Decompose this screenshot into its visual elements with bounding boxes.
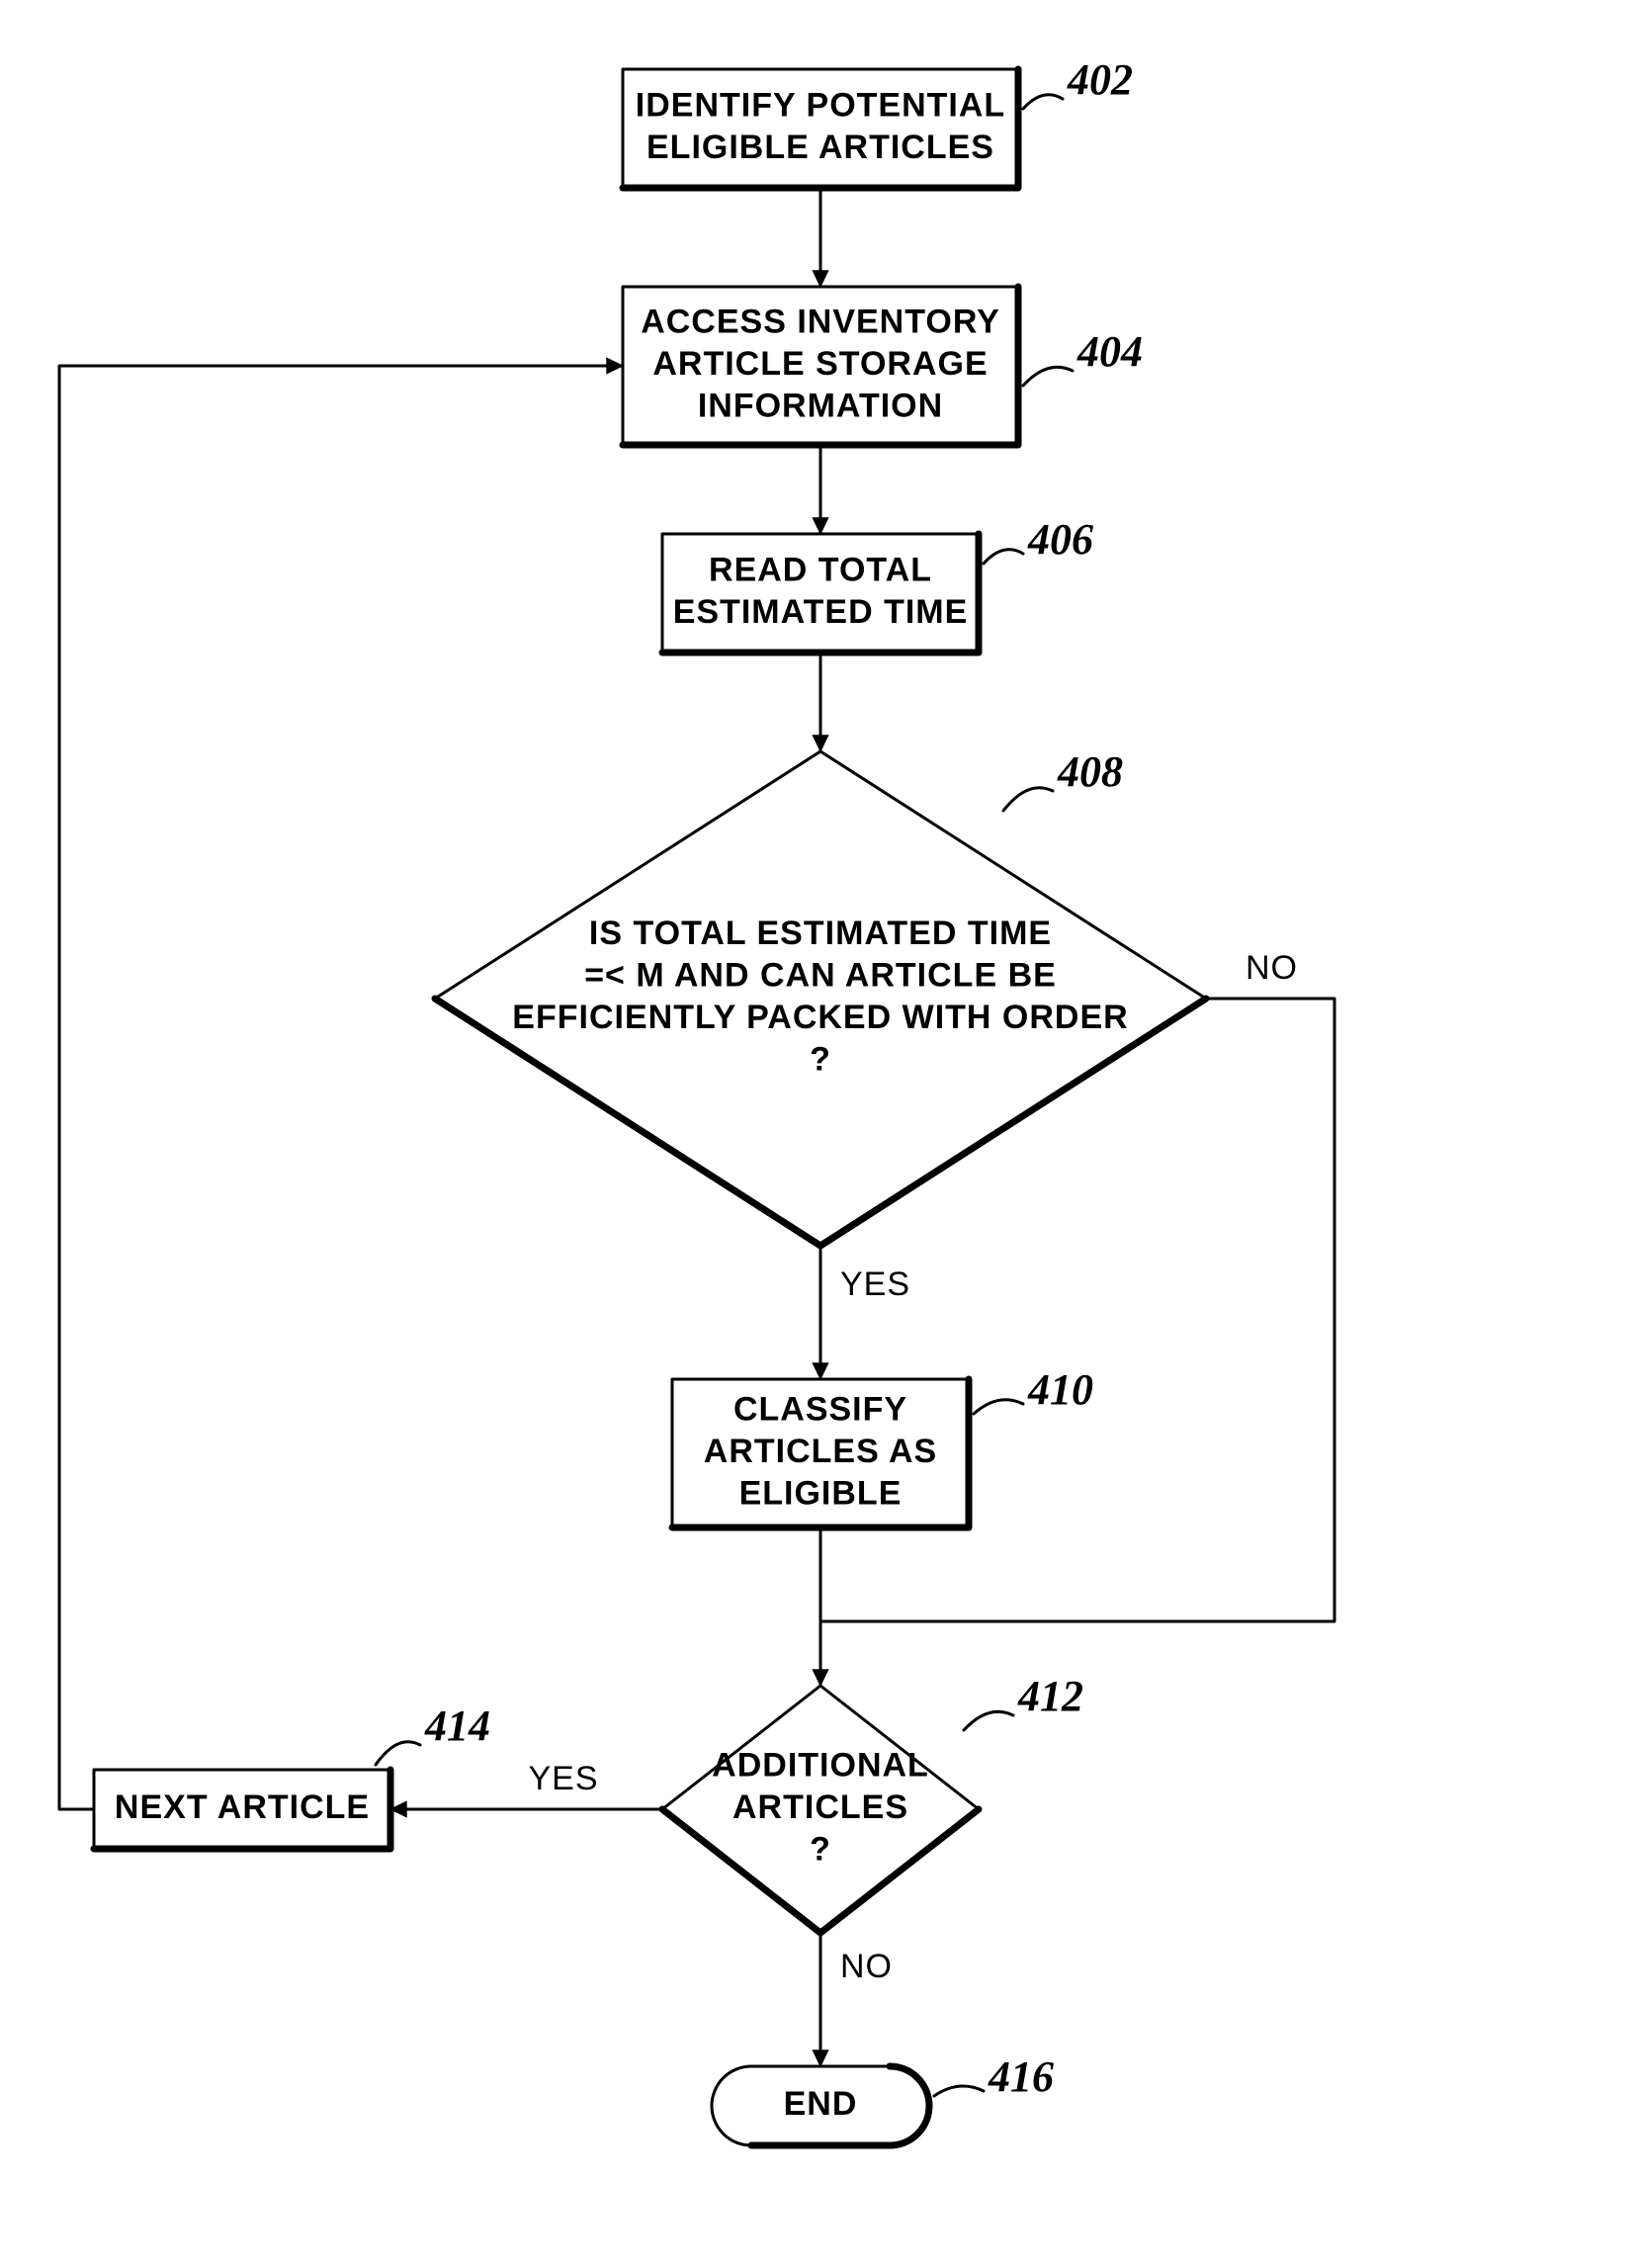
node-label: ESTIMATED TIME: [673, 593, 969, 631]
node-label: INFORMATION: [698, 387, 943, 424]
ref-leader: [934, 2086, 984, 2096]
node-label: ADDITIONAL: [712, 1746, 929, 1784]
flow-edge: [59, 366, 623, 1809]
arrowhead: [813, 518, 828, 534]
ref-number: 410: [1027, 1365, 1093, 1414]
ref-number: 404: [1076, 327, 1143, 376]
arrowhead: [813, 271, 828, 287]
arrowhead: [813, 2050, 828, 2066]
node-label: IDENTIFY POTENTIAL: [636, 87, 1005, 125]
flowchart-node-n404: ACCESS INVENTORY ARTICLE STORAGE INFORMATI…: [623, 287, 1143, 445]
edge-label: NO: [1246, 949, 1298, 987]
node-label: READ TOTAL: [709, 552, 932, 589]
ref-leader: [1023, 95, 1063, 109]
ref-number: 402: [1067, 55, 1133, 104]
ref-number: 406: [1027, 515, 1093, 564]
node-label: ?: [810, 1041, 831, 1079]
node-label: =< M AND CAN ARTICLE BE: [584, 957, 1057, 995]
arrowhead: [813, 736, 828, 751]
ref-number: 416: [988, 2052, 1054, 2101]
node-label: NEXT ARTICLE: [115, 1788, 370, 1826]
node-label: ARTICLE STORAGE: [652, 345, 988, 383]
ref-leader: [964, 1711, 1013, 1730]
edge-label: YES: [840, 1265, 910, 1303]
flowchart-node-n406: READ TOTAL ESTIMATED TIME 406: [662, 515, 1093, 653]
node-label: CLASSIFY: [733, 1390, 907, 1428]
ref-leader: [376, 1742, 420, 1765]
flowchart-node-n402: IDENTIFY POTENTIAL ELIGIBLE ARTICLES 402: [623, 55, 1133, 188]
flowchart-node-n412: ADDITIONAL ARTICLES? 412: [662, 1672, 1083, 1933]
ref-leader: [1023, 367, 1073, 386]
node-label: EFFICIENTLY PACKED WITH ORDER: [512, 999, 1128, 1036]
ref-number: 414: [424, 1701, 490, 1750]
flowchart-node-n410: CLASSIFY ARTICLES AS ELIGIBLE 410: [672, 1365, 1093, 1527]
ref-number: 408: [1057, 747, 1123, 796]
edge-label: NO: [840, 1948, 893, 1985]
arrowhead: [813, 1670, 828, 1686]
ref-number: 412: [1017, 1672, 1083, 1720]
flowchart-node-n414: NEXT ARTICLE 414: [94, 1701, 490, 1849]
ref-leader: [974, 1400, 1023, 1414]
node-label: ?: [810, 1830, 831, 1868]
node-label: ELIGIBLE: [739, 1474, 903, 1512]
node-label: ELIGIBLE ARTICLES: [646, 129, 994, 166]
flowchart-node-n408: IS TOTAL ESTIMATED TIME =< M AND CAN ARTI…: [435, 747, 1206, 1246]
flowchart-node-n416: END 416: [712, 2052, 1054, 2145]
node-label: IS TOTAL ESTIMATED TIME: [589, 915, 1052, 952]
node-label: END: [784, 2085, 858, 2123]
arrowhead: [607, 358, 623, 374]
edge-label: YES: [528, 1760, 598, 1797]
node-label: ACCESS INVENTORY: [641, 303, 1000, 340]
ref-leader: [984, 550, 1023, 564]
node-label: ARTICLES: [732, 1788, 908, 1826]
node-label: ARTICLES AS: [704, 1433, 937, 1470]
flowchart-diagram: YES NO NO YES IDENTIFY POTENTIAL ELIGIBLE ART…: [0, 0, 1635, 2268]
ref-leader: [1003, 788, 1053, 811]
arrowhead: [813, 1363, 828, 1379]
